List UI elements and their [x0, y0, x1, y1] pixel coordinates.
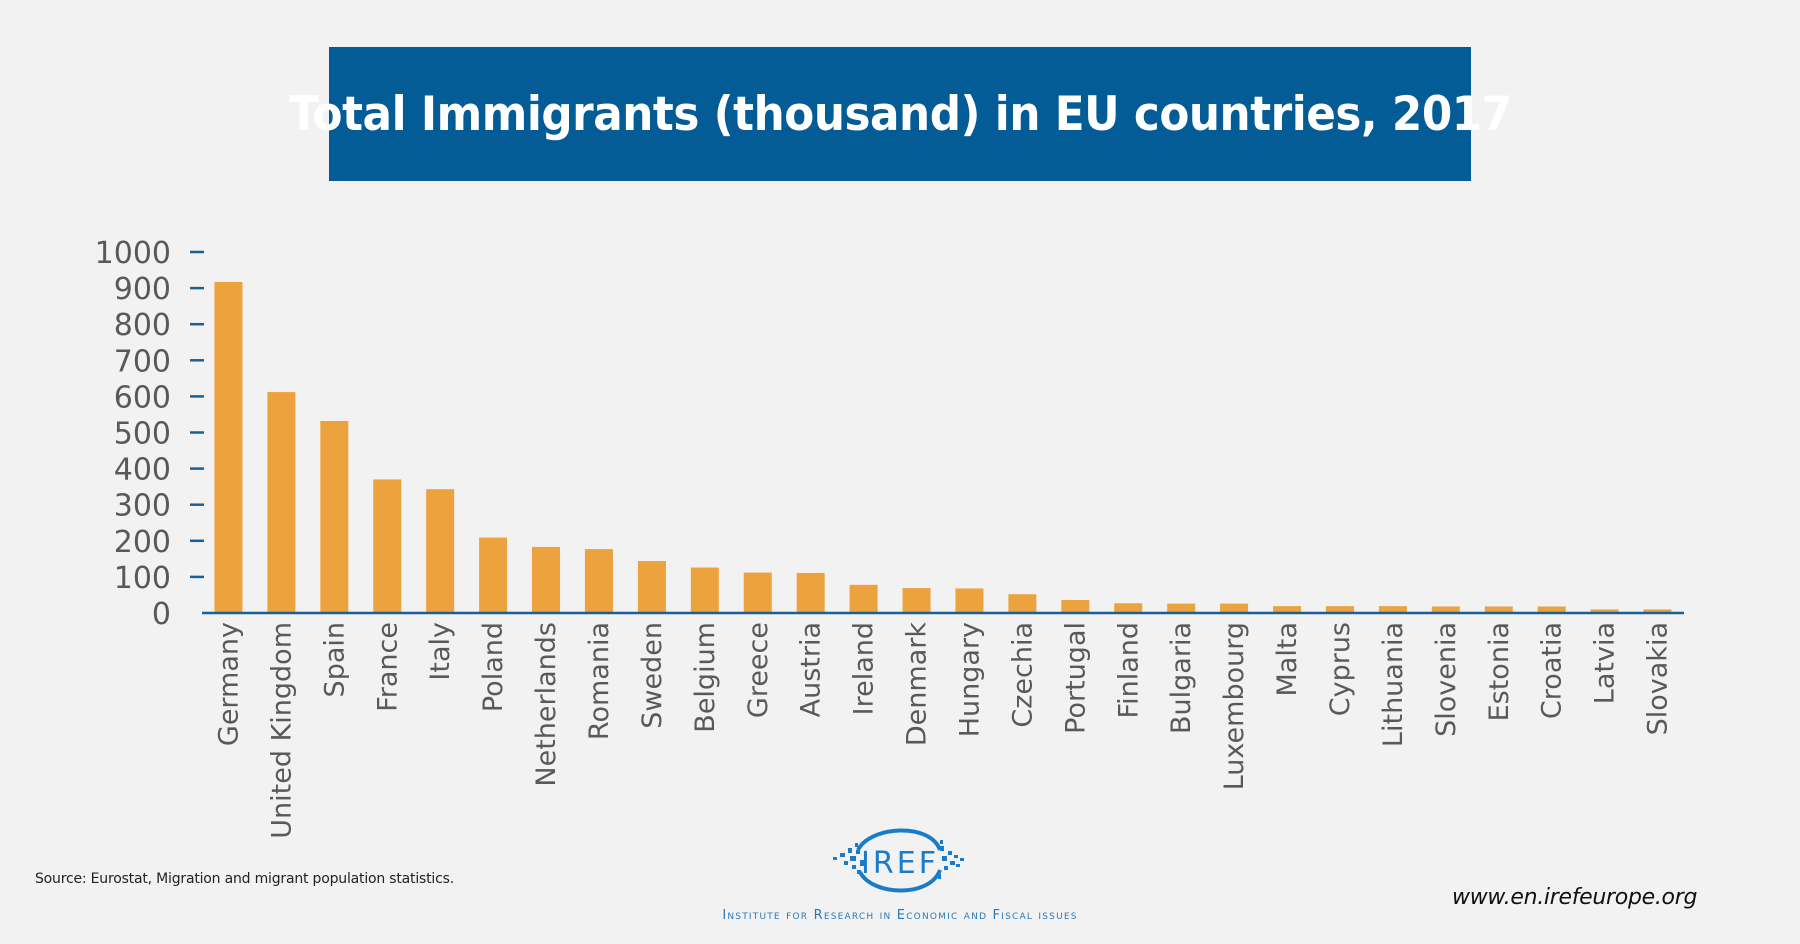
y-tick-label: 300 — [114, 489, 171, 524]
bar-netherlands — [532, 546, 561, 613]
x-tick-label: Netherlands — [531, 622, 562, 787]
bars — [214, 281, 1672, 613]
x-tick-label: Portugal — [1060, 622, 1091, 734]
x-tick-label: Poland — [478, 622, 509, 712]
bar-slovakia — [1643, 609, 1672, 613]
x-tick-label: Romania — [584, 622, 615, 740]
x-tick-label: Czechia — [1007, 622, 1038, 728]
x-tick-label: Luxembourg — [1219, 622, 1250, 790]
bar-denmark — [902, 588, 931, 613]
bar-luxembourg — [1220, 603, 1249, 613]
y-tick-label: 600 — [114, 380, 171, 415]
x-tick-label: Bulgaria — [1166, 622, 1197, 734]
y-tick-label: 500 — [114, 417, 171, 452]
x-axis: Germany United Kingdom Spain France Italy Pol… — [213, 622, 1673, 839]
logo-text: IREF — [861, 846, 939, 881]
x-tick-label: Austria — [796, 622, 827, 717]
y-tick-label: 100 — [114, 561, 171, 596]
bar-latvia — [1590, 609, 1619, 613]
logo-tagline: Institute for Research in Economic and F… — [722, 908, 1078, 923]
bar-united-kingdom — [267, 392, 296, 613]
x-tick-label: Denmark — [902, 622, 933, 746]
y-tick-label: 900 — [114, 272, 171, 307]
bar-estonia — [1484, 606, 1513, 613]
bar-czechia — [1008, 594, 1037, 613]
bar-ireland — [849, 584, 878, 613]
bar-poland — [479, 537, 508, 613]
x-tick-label: Cyprus — [1325, 622, 1356, 716]
bar-italy — [426, 489, 455, 613]
x-tick-label: Belgium — [690, 622, 721, 733]
bar-finland — [1114, 603, 1143, 613]
x-tick-label: Italy — [425, 622, 456, 681]
x-tick-label: Sweden — [637, 622, 668, 729]
x-tick-label: Slovenia — [1431, 622, 1462, 737]
iref-logo: IREF — [833, 828, 964, 893]
bar-bulgaria — [1167, 603, 1196, 613]
bar-france — [373, 479, 402, 613]
x-tick-label: Ireland — [849, 622, 880, 715]
x-tick-label: Estonia — [1484, 622, 1515, 721]
y-tick-label: 1000 — [95, 236, 171, 271]
bar-lithuania — [1378, 606, 1407, 613]
bar-germany — [214, 281, 243, 613]
bar-portugal — [1061, 600, 1090, 613]
bar-malta — [1273, 606, 1302, 613]
bar-hungary — [955, 588, 984, 613]
y-tick-label: 700 — [114, 344, 171, 379]
y-tick-label: 200 — [114, 525, 171, 560]
x-tick-label: Malta — [1272, 622, 1303, 696]
bar-austria — [796, 572, 825, 613]
bar-greece — [743, 572, 772, 613]
bar-spain — [320, 420, 349, 613]
x-tick-label: Lithuania — [1378, 622, 1409, 747]
x-tick-label: Hungary — [954, 622, 985, 737]
x-tick-label: Croatia — [1537, 622, 1568, 719]
x-tick-label: Spain — [319, 622, 350, 697]
x-tick-label: Finland — [1113, 622, 1144, 718]
x-tick-label: Greece — [743, 622, 774, 718]
logo-pixel-fragments-icon — [833, 840, 964, 879]
bar-romania — [584, 549, 613, 613]
bar-sweden — [637, 561, 666, 613]
x-tick-label: United Kingdom — [266, 622, 297, 839]
y-tick-label: 400 — [114, 453, 171, 488]
x-tick-label: Latvia — [1590, 622, 1621, 704]
bar-croatia — [1537, 606, 1566, 613]
x-tick-label: Germany — [213, 622, 244, 746]
y-tick-label: 0 — [152, 597, 171, 632]
bar-belgium — [690, 567, 719, 613]
chart-title: Total Immigrants (thousand) in EU countr… — [288, 86, 1512, 142]
x-tick-label: France — [372, 622, 403, 712]
y-tick-label: 800 — [114, 308, 171, 343]
source-note: Source: Eurostat, Migration and migrant … — [35, 871, 454, 887]
bar-slovenia — [1431, 606, 1460, 613]
x-tick-label: Slovakia — [1643, 622, 1674, 735]
bar-cyprus — [1325, 606, 1354, 613]
title-banner: Total Immigrants (thousand) in EU countr… — [289, 47, 1512, 181]
website-url[interactable]: www.en.irefeurope.org — [1452, 885, 1698, 910]
logo-ellipse-icon — [856, 828, 942, 893]
